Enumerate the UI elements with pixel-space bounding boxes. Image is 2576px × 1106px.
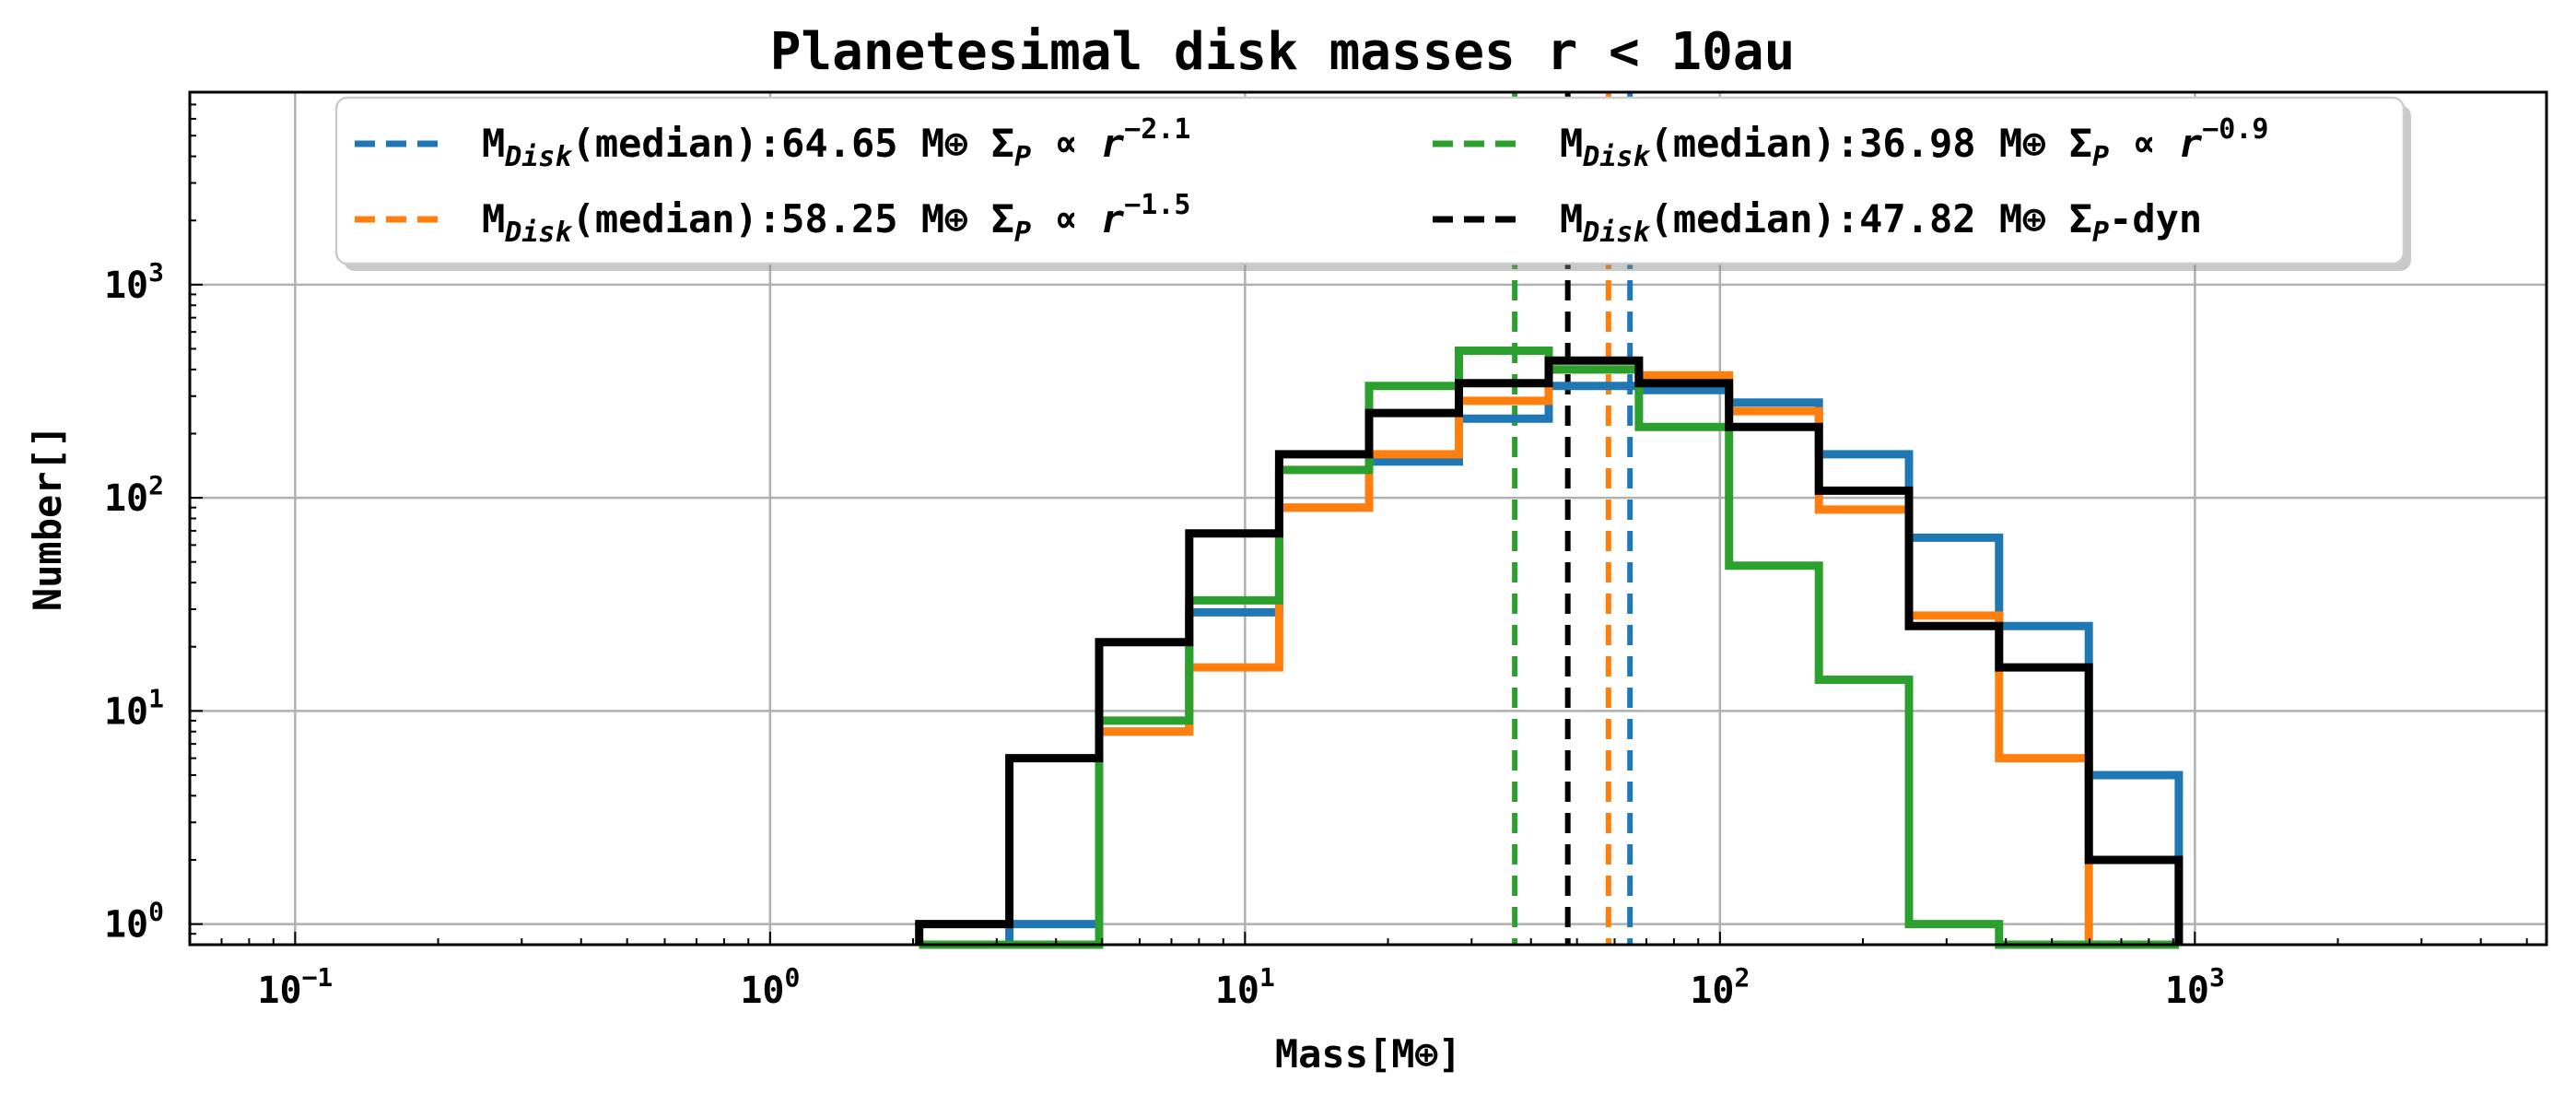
x-tick-labels: 10−1 100 101 102 103	[257, 962, 2224, 1012]
x-tick-label: 102	[1690, 962, 1750, 1012]
x-minor-ticks	[189, 932, 2528, 945]
legend-label: MDisk(median):64.65 M⊕ ΣP ∝ r−2.1	[482, 113, 1190, 173]
legend: MDisk(median):64.65 M⊕ ΣP ∝ r−2.1 MDisk(m…	[334, 96, 2411, 271]
y-tick-label: 101	[104, 683, 164, 733]
series-steps	[915, 347, 2184, 949]
histogram-step-line	[915, 356, 2184, 945]
y-tick-label: 100	[104, 897, 164, 947]
legend-label: MDisk(median):47.82 M⊕ ΣP-dyn	[1560, 196, 2202, 249]
x-tick-label: 10−1	[257, 962, 333, 1012]
x-tick-label: 101	[1215, 962, 1275, 1012]
legend-label: MDisk(median):36.98 M⊕ ΣP ∝ r−0.9	[1560, 113, 2268, 173]
legend-label: MDisk(median):58.25 M⊕ ΣP ∝ r−1.5	[482, 189, 1190, 249]
legend-box	[334, 96, 2406, 265]
legend-entries: MDisk(median):64.65 M⊕ ΣP ∝ r−2.1 MDisk(m…	[355, 113, 2268, 249]
chart-title: Planetesimal disk masses r < 10au	[770, 22, 1796, 82]
y-tick-label: 103	[104, 257, 164, 307]
y-tick-label: 102	[104, 470, 164, 520]
x-axis-label: Mass[M⊕]	[1275, 1031, 1461, 1077]
y-minor-ticks	[190, 91, 203, 946]
x-tick-label: 100	[740, 962, 800, 1012]
y-tick-labels: 100 101 102 103	[104, 257, 164, 947]
y-axis-label: Number[]	[25, 425, 70, 611]
x-tick-label: 103	[2165, 962, 2225, 1012]
